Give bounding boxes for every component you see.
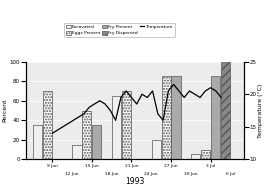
Bar: [82, 111, 92, 159]
Bar: [171, 76, 181, 159]
Bar: [92, 125, 101, 159]
Bar: [201, 149, 210, 159]
Bar: [161, 76, 171, 159]
Bar: [112, 96, 121, 159]
Bar: [211, 76, 220, 159]
Y-axis label: Temperature (°C): Temperature (°C): [258, 83, 263, 138]
Bar: [221, 62, 230, 159]
Legend: Excavated, Eggs Present, Fry Present, Fry Dispersed, Temperature: Excavated, Eggs Present, Fry Present, Fr…: [64, 23, 174, 37]
Bar: [191, 154, 200, 159]
Bar: [152, 140, 161, 159]
Bar: [72, 145, 82, 159]
X-axis label: 1993: 1993: [125, 177, 144, 186]
Y-axis label: Percent: Percent: [3, 99, 8, 122]
Bar: [33, 125, 42, 159]
Bar: [122, 91, 131, 159]
Bar: [43, 91, 52, 159]
